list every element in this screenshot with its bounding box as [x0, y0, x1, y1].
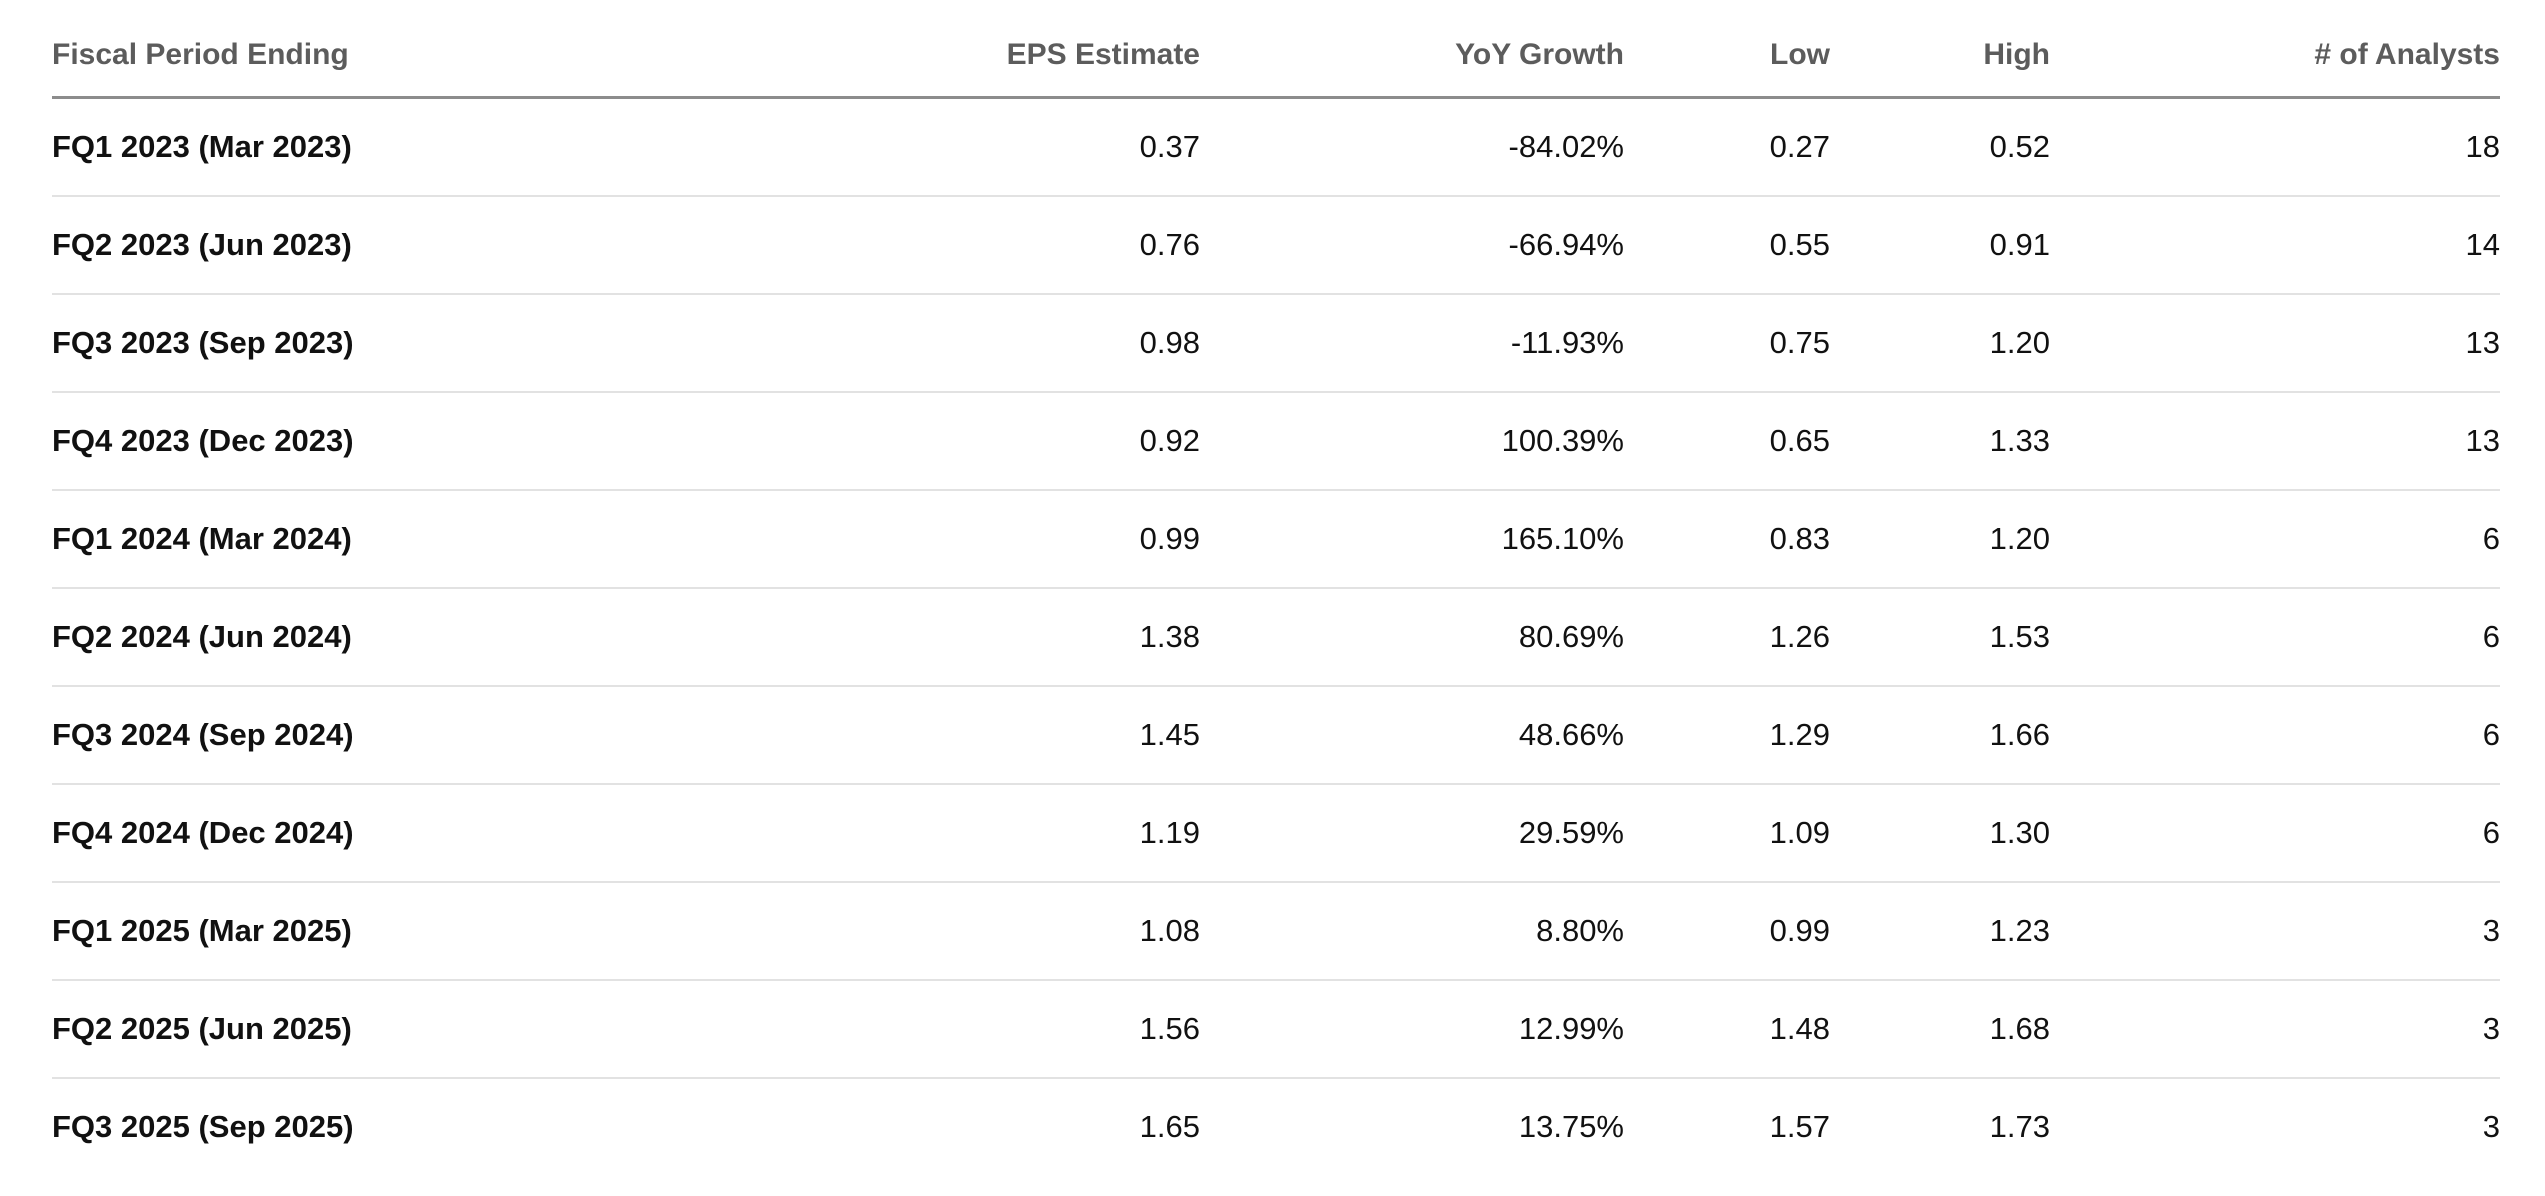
cell-low: 1.29	[1624, 686, 1830, 785]
cell-analysts: 14	[2050, 196, 2500, 295]
cell-yoy-growth: 12.99%	[1200, 980, 1624, 1079]
cell-eps-estimate: 0.98	[752, 294, 1200, 393]
cell-yoy-growth: -11.93%	[1200, 294, 1624, 393]
cell-fiscal-period: FQ2 2025 (Jun 2025)	[52, 980, 752, 1079]
cell-fiscal-period: FQ1 2023 (Mar 2023)	[52, 97, 752, 197]
table-row: FQ1 2023 (Mar 2023) 0.37 -84.02% 0.27 0.52 18	[52, 97, 2500, 197]
cell-yoy-growth: 29.59%	[1200, 784, 1624, 883]
cell-low: 0.83	[1624, 490, 1830, 589]
cell-yoy-growth: 80.69%	[1200, 588, 1624, 687]
header-low[interactable]: Low	[1624, 38, 1830, 99]
table-row: FQ4 2024 (Dec 2024) 1.19 29.59% 1.09 1.30 6	[52, 784, 2500, 883]
header-high[interactable]: High	[1830, 38, 2050, 99]
cell-yoy-growth: -66.94%	[1200, 196, 1624, 295]
header-yoy-growth[interactable]: YoY Growth	[1200, 38, 1624, 99]
header-analysts[interactable]: # of Analysts	[2050, 38, 2500, 99]
cell-analysts: 13	[2050, 294, 2500, 393]
cell-high: 1.73	[1989, 1109, 2050, 1144]
cell-fiscal-period: FQ1 2024 (Mar 2024)	[52, 490, 752, 589]
table-row: FQ3 2023 (Sep 2023) 0.98 -11.93% 0.75 1.20 13	[52, 294, 2500, 393]
table-header: Fiscal Period Ending EPS Estimate YoY Gr…	[52, 38, 2500, 99]
cell-yoy-growth: 165.10%	[1200, 490, 1624, 589]
header-eps-estimate[interactable]: EPS Estimate	[752, 38, 1200, 99]
table-row: FQ2 2023 (Jun 2023) 0.76 -66.94% 0.55 0.91 14	[52, 196, 2500, 295]
cell-low: 0.99	[1624, 882, 1830, 981]
cell-low: 1.48	[1624, 980, 1830, 1079]
cell-eps-estimate: 0.99	[752, 490, 1200, 589]
eps-estimates-panel: Fiscal Period Ending EPS Estimate YoY Gr…	[52, 38, 2500, 1175]
table-row: FQ3 2025 (Sep 2025) 1.65 13.75% 1.57 1.73 3	[52, 1078, 2500, 1175]
cell-low: 0.65	[1624, 392, 1830, 491]
cell-fiscal-period: FQ2 2023 (Jun 2023)	[52, 196, 752, 295]
cell-eps-estimate: 1.08	[752, 882, 1200, 981]
cell-analysts: 3	[2482, 1109, 2500, 1144]
table-row: FQ2 2024 (Jun 2024) 1.38 80.69% 1.26 1.53 6	[52, 588, 2500, 687]
cell-analysts: 3	[2050, 882, 2500, 981]
cell-high: 1.33	[1830, 392, 2050, 491]
cell-fiscal-period: FQ3 2024 (Sep 2024)	[52, 686, 752, 785]
cell-fiscal-period: FQ1 2025 (Mar 2025)	[52, 882, 752, 981]
cell-yoy-growth: 48.66%	[1200, 686, 1624, 785]
header-fiscal-period[interactable]: Fiscal Period Ending	[52, 38, 752, 99]
cell-high: 1.23	[1830, 882, 2050, 981]
cell-analysts: 3	[2050, 980, 2500, 1079]
table-row: FQ1 2025 (Mar 2025) 1.08 8.80% 0.99 1.23 3	[52, 882, 2500, 981]
cell-yoy-growth: -84.02%	[1200, 97, 1624, 197]
cell-eps-estimate: 1.56	[752, 980, 1200, 1079]
cell-analysts: 6	[2050, 686, 2500, 785]
cell-high: 1.66	[1830, 686, 2050, 785]
cell-high: 0.52	[1830, 97, 2050, 197]
cell-high: 1.20	[1830, 294, 2050, 393]
cell-analysts: 18	[2050, 97, 2500, 197]
eps-estimates-table: Fiscal Period Ending EPS Estimate YoY Gr…	[52, 38, 2500, 1175]
cell-eps-estimate: 0.37	[752, 97, 1200, 197]
header-row: Fiscal Period Ending EPS Estimate YoY Gr…	[52, 38, 2500, 99]
cell-low: 0.55	[1624, 196, 1830, 295]
cell-low: 1.57	[1769, 1109, 1830, 1144]
cell-high: 0.91	[1830, 196, 2050, 295]
table-row: FQ3 2024 (Sep 2024) 1.45 48.66% 1.29 1.66 6	[52, 686, 2500, 785]
cell-high: 1.20	[1830, 490, 2050, 589]
cell-eps-estimate: 0.92	[752, 392, 1200, 491]
cell-eps-estimate: 1.65	[1139, 1109, 1200, 1144]
cell-high: 1.30	[1830, 784, 2050, 883]
table-row: FQ1 2024 (Mar 2024) 0.99 165.10% 0.83 1.20 6	[52, 490, 2500, 589]
cell-fiscal-period: FQ4 2023 (Dec 2023)	[52, 392, 752, 491]
cell-eps-estimate: 1.45	[752, 686, 1200, 785]
cell-low: 1.26	[1624, 588, 1830, 687]
cell-low: 0.75	[1624, 294, 1830, 393]
table-row: FQ4 2023 (Dec 2023) 0.92 100.39% 0.65 1.33 13	[52, 392, 2500, 491]
cell-eps-estimate: 1.38	[752, 588, 1200, 687]
cell-fiscal-period: FQ2 2024 (Jun 2024)	[52, 588, 752, 687]
cell-low: 0.27	[1624, 97, 1830, 197]
cell-yoy-growth: 13.75%	[1518, 1109, 1624, 1144]
cell-analysts: 6	[2050, 490, 2500, 589]
cell-high: 1.68	[1830, 980, 2050, 1079]
cell-analysts: 13	[2050, 392, 2500, 491]
cell-high: 1.53	[1830, 588, 2050, 687]
cell-fiscal-period: FQ3 2023 (Sep 2023)	[52, 294, 752, 393]
table-row: FQ2 2025 (Jun 2025) 1.56 12.99% 1.48 1.68 3	[52, 980, 2500, 1079]
cell-yoy-growth: 8.80%	[1200, 882, 1624, 981]
cell-fiscal-period: FQ4 2024 (Dec 2024)	[52, 784, 752, 883]
cell-analysts: 6	[2050, 588, 2500, 687]
cell-eps-estimate: 1.19	[752, 784, 1200, 883]
cell-analysts: 6	[2050, 784, 2500, 883]
cell-fiscal-period: FQ3 2025 (Sep 2025)	[52, 1109, 354, 1144]
cell-low: 1.09	[1624, 784, 1830, 883]
cell-eps-estimate: 0.76	[752, 196, 1200, 295]
cell-yoy-growth: 100.39%	[1200, 392, 1624, 491]
table-body: FQ1 2023 (Mar 2023) 0.37 -84.02% 0.27 0.52 18…	[52, 97, 2500, 1176]
